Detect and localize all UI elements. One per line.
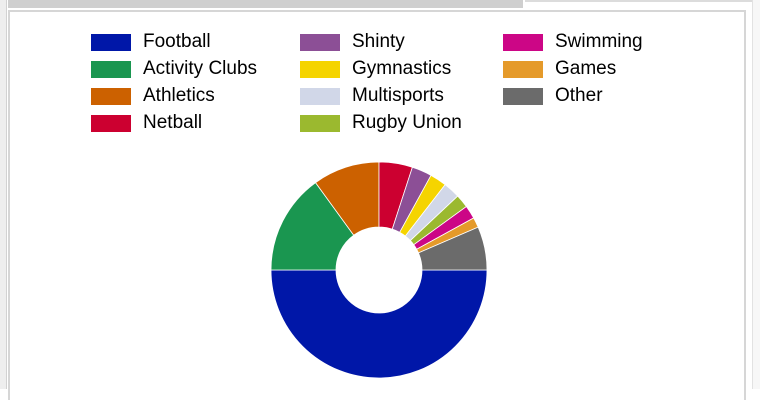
legend-item-rugby-union: Rugby Union (300, 112, 462, 134)
legend-label-multisports: Multisports (352, 85, 444, 106)
legend-label-activity-clubs: Activity Clubs (143, 58, 258, 79)
legend-item-games: Games (503, 58, 616, 80)
slice-football[interactable] (270, 269, 488, 379)
legend-item-football: Football (91, 31, 211, 53)
legend-item-other: Other (503, 85, 603, 107)
legend-label-gymnastics: Gymnastics (352, 58, 452, 79)
legend-swatch-gymnastics (300, 60, 340, 78)
top-edge-rule (525, 0, 760, 2)
legend-swatch-multisports (300, 87, 340, 105)
legend-label-games: Games (555, 58, 617, 79)
legend-label-shinty: Shinty (352, 31, 405, 52)
right-scrollbar-track[interactable] (752, 0, 760, 389)
legend-label-athletics: Athletics (143, 85, 215, 106)
legend-label-rugby-union: Rugby Union (352, 112, 462, 133)
top-scroll-bar[interactable] (8, 0, 523, 8)
legend-item-athletics: Athletics (91, 85, 215, 107)
legend-item-netball: Netball (91, 112, 202, 134)
legend-item-shinty: Shinty (300, 31, 405, 53)
legend-swatch-football (91, 33, 131, 51)
legend-swatch-shinty (300, 33, 340, 51)
legend-swatch-netball (91, 114, 131, 132)
legend-item-activity-clubs: Activity Clubs (91, 58, 257, 80)
left-edge-rule (0, 0, 7, 389)
legend-label-other: Other (555, 85, 603, 106)
legend-label-netball: Netball (143, 112, 203, 133)
slice-other[interactable] (417, 226, 488, 271)
legend-item-gymnastics: Gymnastics (300, 58, 451, 80)
legend-swatch-athletics (91, 87, 131, 105)
donut-chart (270, 161, 488, 379)
legend-label-football: Football (143, 31, 211, 52)
legend-item-swimming: Swimming (503, 31, 643, 53)
legend-label-swimming: Swimming (555, 31, 643, 52)
legend-swatch-swimming (503, 33, 543, 51)
legend-swatch-rugby-union (300, 114, 340, 132)
legend-item-multisports: Multisports (300, 85, 444, 107)
legend-swatch-games (503, 60, 543, 78)
legend-swatch-other (503, 87, 543, 105)
legend-swatch-activity-clubs (91, 60, 131, 78)
